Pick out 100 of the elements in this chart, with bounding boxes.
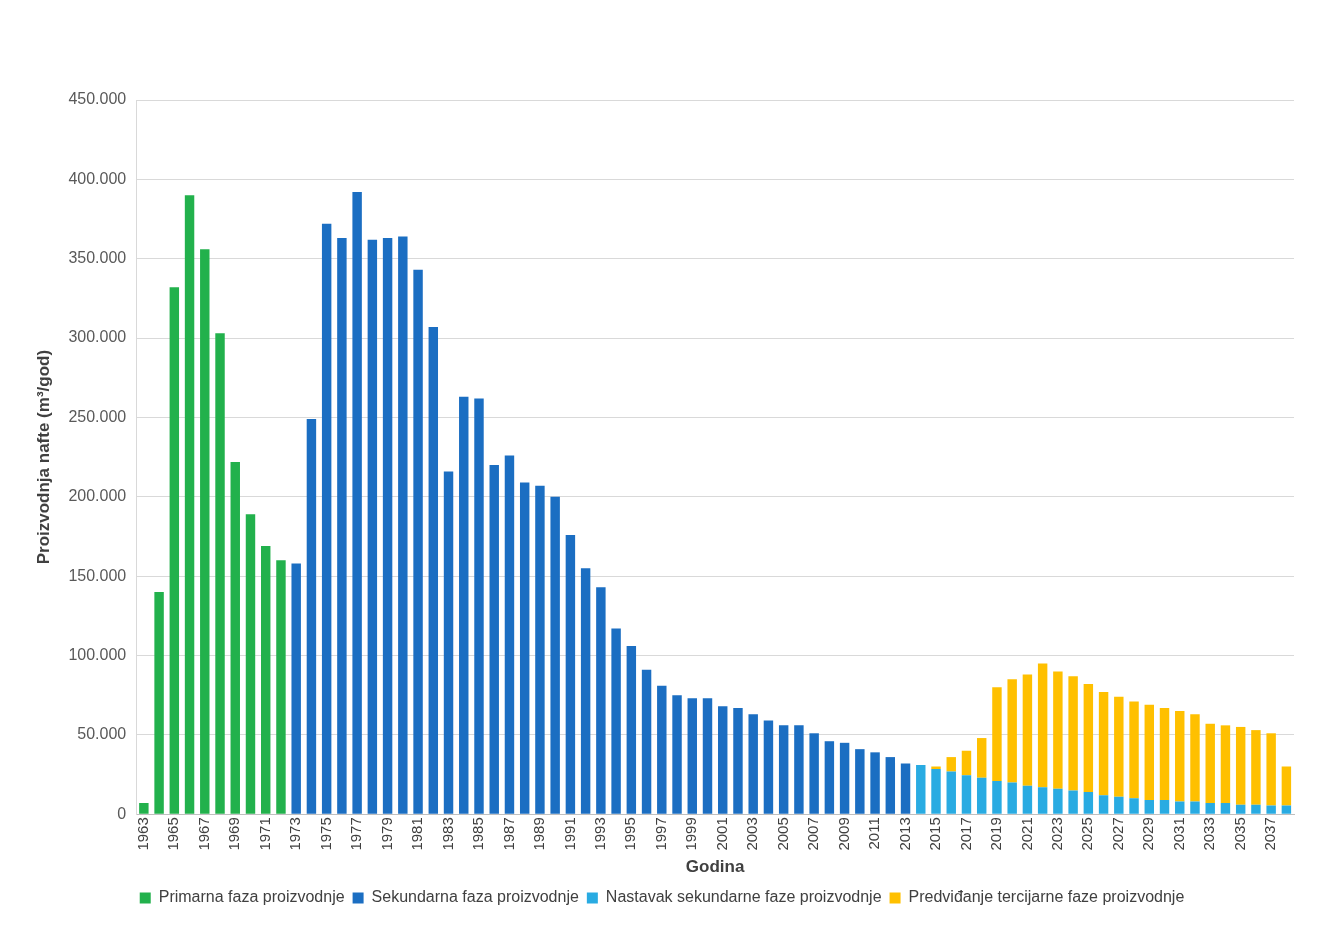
bar [1053,671,1063,789]
bar [824,741,835,814]
x-tick-label: 1997 [651,817,669,851]
bar [321,223,332,814]
y-tick-label: 400.000 [68,169,127,187]
y-axis-title: Proizvodnja nafte (m³/god) [33,349,53,565]
bar [992,780,1002,814]
bar [702,698,713,814]
bar [718,706,728,814]
x-tick-label: 2005 [773,817,791,851]
x-tick-label: 1993 [591,817,609,851]
bar [443,471,454,814]
bar [839,742,850,814]
bar [230,461,240,814]
x-tick-label: 1973 [286,817,304,851]
bar [459,396,469,814]
x-tick-label: 2037 [1261,817,1279,851]
bar [382,238,393,814]
x-tick-label: 2021 [1017,817,1035,851]
x-tick-label: 1991 [560,817,578,851]
legend-label: Predviđanje tercijarne faze proizvodnje [908,888,1185,906]
x-tick-label: 1987 [499,817,517,851]
bar [1022,674,1033,786]
bar [748,714,758,814]
bar [961,750,972,776]
x-tick-label: 2035 [1230,817,1248,851]
bar [1129,701,1139,799]
bar [1235,804,1246,814]
bar [809,733,819,814]
bar [519,482,530,814]
bar [1190,714,1200,802]
bar [1144,799,1154,814]
bar [885,757,896,814]
bar [1175,711,1185,802]
x-tick-label: 1975 [316,817,334,851]
bar [184,195,195,814]
bar [1281,766,1292,806]
x-axis-title: Godina [685,857,745,877]
x-tick-label: 1995 [621,817,639,851]
bar [1007,782,1017,814]
x-tick-label: 1965 [164,817,182,851]
legend-label: Sekundarna faza proizvodnje [371,888,579,906]
y-tick-label: 0 [117,804,127,822]
bar [154,592,164,814]
bar [1220,803,1231,814]
bar [550,496,560,814]
bar [276,560,286,814]
bar [291,563,301,814]
bar [1083,684,1094,793]
x-tick-label: 1985 [469,817,487,851]
x-tick-label: 1989 [530,817,548,851]
bar [337,238,347,814]
x-tick-label: 2025 [1078,817,1096,851]
bar [1251,730,1261,805]
x-tick-label: 2013 [895,817,913,851]
x-tick-label: 1971 [255,817,273,851]
bar [687,698,697,814]
bar [931,769,941,814]
bar [398,236,408,814]
bar [1053,788,1063,814]
y-tick-label: 350.000 [68,249,127,267]
x-tick-label: 2019 [987,817,1005,851]
bar [1098,692,1109,796]
y-tick-label: 250.000 [68,407,127,425]
bar [855,749,865,814]
bar [1007,679,1017,783]
y-tick-label: 50.000 [77,725,127,743]
x-tick-label: 2023 [1048,817,1066,851]
bar [413,269,423,814]
bar [1235,726,1246,805]
bar [976,738,987,778]
bar [916,765,926,814]
bar [1175,801,1185,814]
y-tick-label: 100.000 [68,645,127,663]
bar [580,568,591,814]
x-tick-label: 1983 [438,817,456,851]
bar [535,485,545,814]
bar [428,326,439,814]
bar [778,725,789,814]
x-tick-label: 1979 [377,817,395,851]
bar [870,752,880,814]
bar [261,546,271,814]
bar [139,803,149,814]
bar [946,757,956,772]
bar [1281,805,1292,814]
x-tick-label: 2033 [1200,817,1218,851]
y-tick-label: 300.000 [68,328,127,346]
x-tick-label: 1999 [682,817,700,851]
bar [1220,725,1231,804]
bar [245,514,256,814]
bar [1022,785,1033,814]
bar [611,628,621,814]
x-tick-label: 2027 [1108,817,1126,851]
x-tick-label: 1967 [194,817,212,851]
bar [626,645,637,814]
bar [504,455,515,814]
bar [1251,804,1261,814]
x-tick-label: 2009 [834,817,852,851]
bar [1159,707,1170,800]
x-tick-label: 2003 [743,817,761,851]
